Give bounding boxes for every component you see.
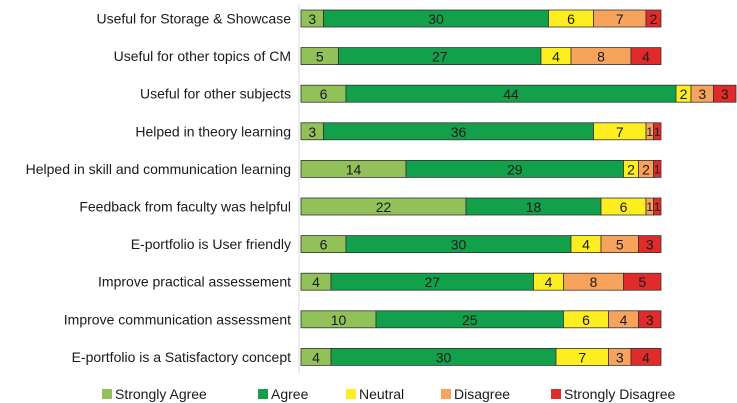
data-label: 3 (616, 349, 624, 365)
data-label: 5 (616, 237, 624, 253)
data-label: 7 (616, 124, 624, 140)
data-label: 3 (721, 86, 729, 102)
data-label: 4 (312, 349, 320, 365)
bar-segment (630, 347, 662, 366)
data-label: 1 (646, 125, 653, 139)
data-label: 4 (552, 49, 560, 65)
data-label: 18 (526, 199, 542, 215)
data-label: 1 (646, 200, 653, 214)
data-label: 2 (627, 161, 635, 177)
category-label: Improve communication assessment (64, 311, 291, 327)
data-label: 4 (545, 274, 553, 290)
category-label: Useful for other topics of CM (114, 48, 291, 64)
bar-segment (638, 235, 662, 254)
bar-segment (623, 272, 662, 291)
bar-segment (653, 159, 662, 178)
legend-swatch (551, 389, 561, 399)
category-label: Useful for Storage & Showcase (96, 11, 291, 27)
data-label: 27 (432, 49, 448, 65)
category-label: Helped in skill and communication learni… (26, 161, 291, 177)
bar-segment (653, 122, 662, 141)
bar-segment (638, 310, 662, 329)
legend-swatch (441, 389, 451, 399)
category-label: Helped in theory learning (135, 123, 291, 139)
data-label: 1 (654, 200, 661, 214)
legend-label: Agree (271, 386, 309, 402)
data-label: 2 (650, 11, 658, 27)
bar-segment (713, 84, 737, 103)
data-label: 1 (654, 125, 661, 139)
bar-segments: 3 30 6 7 25 27 4 8 46 44 2 3 33 36 7 1 114 29 2 2 122 18 6 1 16 3… (300, 9, 737, 366)
data-label: 14 (346, 161, 362, 177)
data-label: 44 (503, 86, 519, 102)
data-label: 30 (428, 11, 444, 27)
category-label: E-portfolio is a Satisfactory concept (72, 349, 292, 365)
category-label: Useful for other subjects (140, 86, 291, 102)
data-label: 25 (462, 312, 478, 328)
data-label: 36 (451, 124, 467, 140)
data-label: 3 (308, 11, 316, 27)
data-label: 4 (642, 49, 650, 65)
bar-segment (645, 9, 662, 28)
data-label: 29 (507, 161, 523, 177)
data-label: 7 (616, 11, 624, 27)
data-label: 3 (646, 237, 654, 253)
data-label: 6 (320, 237, 328, 253)
data-label: 2 (680, 86, 688, 102)
data-label: 8 (597, 49, 605, 65)
data-label: 6 (620, 199, 628, 215)
bar-segment (630, 47, 662, 65)
data-label: 22 (376, 199, 392, 215)
category-labels: Useful for Storage & Showcase Useful for … (26, 11, 292, 365)
category-label: E-portfolio is User friendly (131, 236, 291, 252)
data-label: 2 (642, 161, 650, 177)
data-label: 3 (698, 86, 706, 102)
legend-label: Neutral (359, 386, 404, 402)
bar-segment (653, 197, 662, 216)
data-label: 4 (312, 274, 320, 290)
data-label: 27 (424, 274, 440, 290)
data-label: 30 (436, 349, 452, 365)
legend-swatch (346, 389, 356, 399)
category-label: Feedback from faculty was helpful (79, 199, 291, 215)
data-label: 7 (578, 349, 586, 365)
data-label: 6 (582, 312, 590, 328)
data-label: 6 (567, 11, 575, 27)
data-label: 8 (590, 274, 598, 290)
data-label: 6 (320, 86, 328, 102)
data-label: 3 (646, 312, 654, 328)
legend-label: Strongly Agree (115, 386, 207, 402)
legend-label: Strongly Disagree (564, 386, 675, 402)
legend: Strongly Agree Agree Neutral Disagree Strong… (102, 386, 675, 402)
legend-swatch (258, 389, 268, 399)
category-label: Improve practical assessement (98, 274, 291, 290)
data-label: 4 (620, 312, 628, 328)
data-label: 10 (331, 312, 347, 328)
data-label: 30 (451, 237, 467, 253)
legend-swatch (102, 389, 112, 399)
data-label: 1 (654, 162, 661, 176)
data-label: 4 (582, 237, 590, 253)
data-label: 5 (316, 49, 324, 65)
data-label: 3 (308, 124, 316, 140)
data-label: 4 (642, 349, 650, 365)
data-label: 5 (638, 274, 646, 290)
legend-label: Disagree (454, 386, 510, 402)
